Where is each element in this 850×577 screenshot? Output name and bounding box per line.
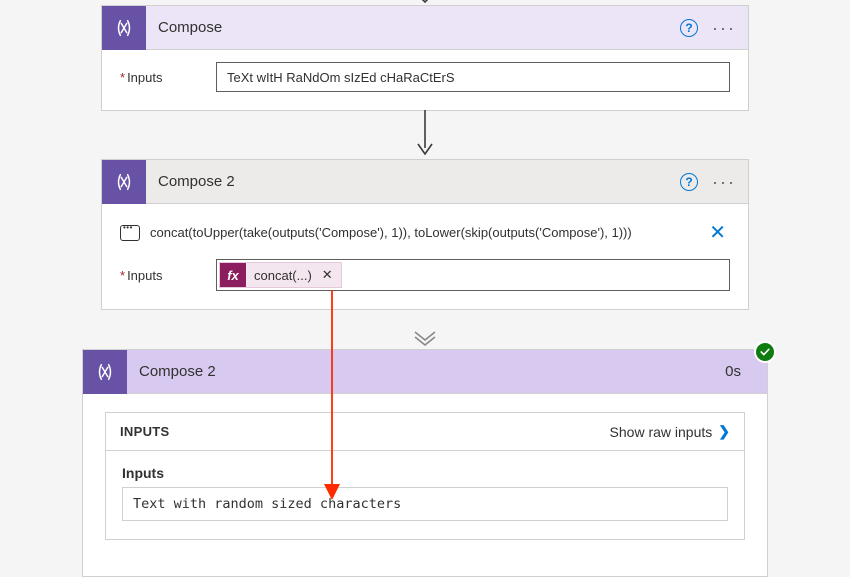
inputs-panel: INPUTS Show raw inputs ❯ Inputs Text wit… [105, 412, 745, 540]
help-icon[interactable]: ? [680, 173, 698, 191]
show-raw-inputs-link[interactable]: Show raw inputs ❯ [610, 423, 730, 440]
card-title: Compose [146, 19, 680, 36]
inputs-sub-label: Inputs [122, 465, 728, 481]
inputs-label: *Inputs [120, 268, 202, 283]
action-card-compose-2[interactable]: Compose 2 ? ··· concat(toUpper(take(outp… [101, 159, 749, 310]
more-menu-icon[interactable]: ··· [712, 173, 736, 191]
card-title: Compose 2 [127, 363, 711, 380]
card-header[interactable]: Compose 2 0s [83, 350, 767, 394]
compose-action-icon [83, 350, 127, 394]
run-duration: 0s [711, 363, 755, 380]
action-card-compose[interactable]: Compose ? ··· *Inputs [101, 5, 749, 111]
expression-tooltip-icon [120, 225, 140, 241]
panel-title: INPUTS [120, 424, 169, 439]
panel-header: INPUTS Show raw inputs ❯ [106, 413, 744, 451]
run-result-card-compose-2[interactable]: Compose 2 0s INPUTS Show raw inputs ❯ In… [82, 349, 768, 577]
fx-badge-icon: fx [220, 263, 246, 287]
compose-action-icon [102, 160, 146, 204]
connector-arrow-1 [415, 110, 435, 160]
chevron-right-icon: ❯ [718, 423, 730, 440]
expression-token[interactable]: fx concat(...) ✕ [219, 262, 342, 288]
card-header[interactable]: Compose ? ··· [102, 6, 748, 50]
more-menu-icon[interactable]: ··· [712, 19, 736, 37]
card-body: concat(toUpper(take(outputs('Compose'), … [102, 204, 748, 309]
fx-token-label: concat(...) [246, 268, 320, 283]
flow-canvas: Compose ? ··· *Inputs Compose 2 ? ··· [0, 0, 850, 577]
help-icon[interactable]: ? [680, 19, 698, 37]
card-title: Compose 2 [146, 173, 680, 190]
success-check-icon [754, 341, 776, 363]
expression-text: concat(toUpper(take(outputs('Compose'), … [150, 225, 695, 240]
inputs-token-field[interactable]: fx concat(...) ✕ [216, 259, 730, 291]
close-icon[interactable]: ✕ [705, 220, 730, 245]
remove-token-icon[interactable]: ✕ [320, 267, 341, 283]
compose-action-icon [102, 6, 146, 50]
inputs-field[interactable] [216, 62, 730, 92]
show-raw-label: Show raw inputs [610, 424, 713, 440]
card-body: INPUTS Show raw inputs ❯ Inputs Text wit… [83, 394, 767, 558]
card-header[interactable]: Compose 2 ? ··· [102, 160, 748, 204]
connector-chevron-2 [413, 330, 437, 348]
inputs-value-box: Text with random sized characters [122, 487, 728, 521]
card-body: *Inputs [102, 50, 748, 110]
inputs-label: *Inputs [120, 70, 202, 85]
